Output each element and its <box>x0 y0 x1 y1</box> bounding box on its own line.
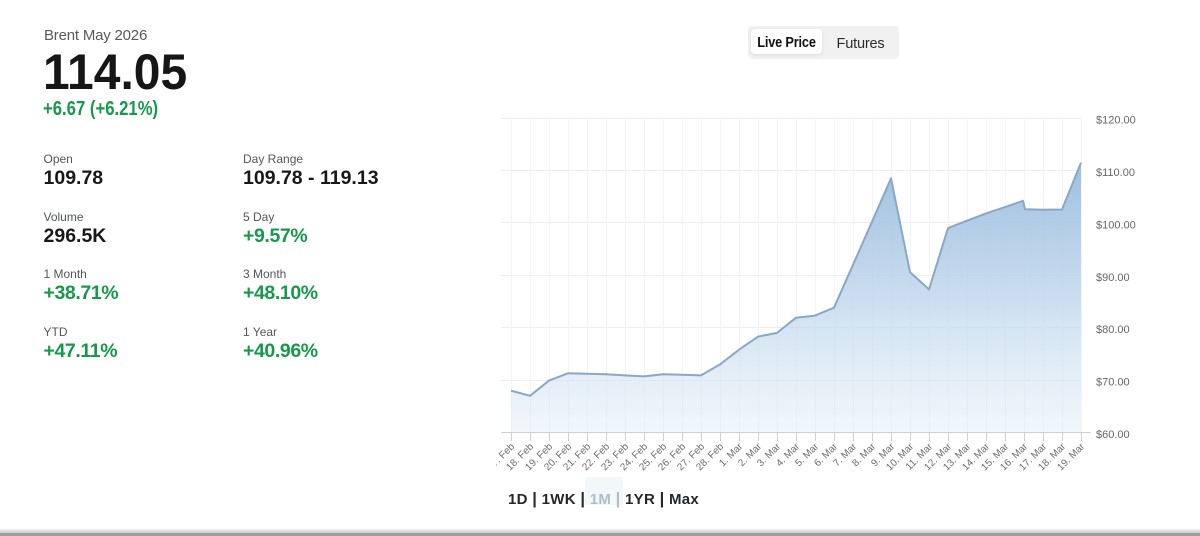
svg-text:$100.00: $100.00 <box>1096 219 1136 231</box>
svg-text:$90.00: $90.00 <box>1096 272 1130 284</box>
svg-text:$60.00: $60.00 <box>1096 429 1130 441</box>
svg-text:$70.00: $70.00 <box>1096 377 1130 389</box>
svg-text:$120.00: $120.00 <box>1096 115 1136 127</box>
svg-text:$110.00: $110.00 <box>1096 167 1135 179</box>
svg-text:$80.00: $80.00 <box>1096 324 1130 336</box>
